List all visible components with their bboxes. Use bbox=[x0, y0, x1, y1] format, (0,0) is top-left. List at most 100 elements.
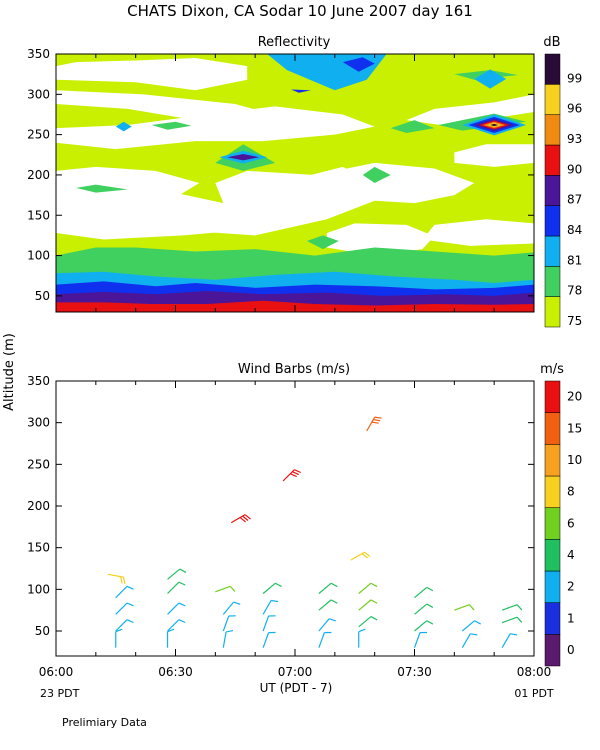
wind-ytick-label: 100 bbox=[27, 582, 50, 596]
wind-barb bbox=[350, 551, 371, 561]
wind-barb bbox=[167, 602, 186, 615]
wind-colorbar-label: 8 bbox=[567, 485, 575, 499]
refl-spot-81-small bbox=[115, 121, 132, 132]
refl-gap-region bbox=[195, 162, 475, 236]
wind-colorbar-label: 1 bbox=[567, 611, 575, 625]
reflectivity-title: Reflectivity bbox=[258, 35, 331, 50]
wind-barb bbox=[318, 631, 332, 648]
wind-ytick-label: 250 bbox=[27, 457, 50, 471]
refl-colorbar-swatch bbox=[544, 175, 561, 206]
wind-barb bbox=[414, 620, 434, 632]
refl-spot-87 bbox=[227, 153, 260, 161]
refl-hotspot-99 bbox=[490, 123, 499, 127]
y-axis-label: Altitude (m) bbox=[2, 333, 17, 411]
reflectivity-colorbar: 75 78 81 84 87 90 93 96 99 bbox=[544, 53, 582, 328]
wind-x-axis: 06:00 06:30 07:00 07:30 08:00 bbox=[39, 381, 552, 679]
refl-colorbar-swatch bbox=[544, 114, 561, 146]
wind-barb bbox=[318, 618, 337, 632]
wind-colorbar-swatch bbox=[544, 412, 561, 445]
footer-note: Prelimiary Data bbox=[62, 716, 147, 729]
refl-contour-78 bbox=[306, 235, 339, 250]
refl-colorbar-swatch bbox=[544, 235, 561, 267]
refl-colorbar-label: 99 bbox=[567, 71, 582, 85]
refl-colorbar-swatch bbox=[544, 84, 561, 115]
refl-contour-78 bbox=[362, 166, 391, 183]
wind-colorbar-swatch bbox=[544, 444, 561, 477]
wind-barb bbox=[115, 602, 134, 615]
x-axis-label: UT (PDT - 7) bbox=[260, 681, 333, 695]
refl-colorbar-label: 84 bbox=[567, 223, 582, 237]
wind-barb bbox=[501, 633, 518, 648]
refl-ytick-label: 300 bbox=[27, 87, 50, 101]
wind-xtick-label: 07:30 bbox=[397, 665, 432, 679]
wind-ytick-label: 150 bbox=[27, 541, 50, 555]
wind-barb bbox=[318, 582, 338, 594]
wind-colorbar-unit: m/s bbox=[540, 362, 564, 377]
reflectivity-colorbar-unit: dB bbox=[543, 35, 560, 50]
wind-barb bbox=[115, 628, 123, 648]
wind-barbs bbox=[107, 416, 523, 648]
refl-gap-region bbox=[295, 166, 367, 190]
wind-barb bbox=[501, 604, 523, 611]
refl-colorbar-label: 96 bbox=[567, 102, 582, 116]
refl-contour-78 bbox=[390, 120, 435, 134]
refl-colorbar-label: 87 bbox=[567, 193, 582, 207]
wind-xtick-label: 06:00 bbox=[39, 665, 74, 679]
refl-colorbar-label: 81 bbox=[567, 253, 582, 267]
wind-barb bbox=[262, 582, 282, 594]
wind-colorbar-swatch bbox=[544, 539, 561, 572]
refl-ytick-label: 250 bbox=[27, 128, 50, 142]
refl-plume-84 bbox=[342, 57, 375, 72]
reflectivity-x-axis bbox=[55, 54, 535, 312]
wind-barb bbox=[167, 568, 187, 580]
wind-plot-frame bbox=[55, 380, 535, 657]
wind-barb bbox=[358, 628, 366, 648]
refl-colorbar-swatch bbox=[544, 53, 561, 85]
wind-colorbar-swatch bbox=[544, 602, 561, 635]
wind-ytick-label: 300 bbox=[27, 416, 50, 430]
refl-colorbar-label: 93 bbox=[567, 132, 582, 146]
wind-xtick-label: 08:00 bbox=[517, 665, 552, 679]
refl-gap-region bbox=[56, 58, 248, 91]
wind-ytick-label: 50 bbox=[35, 624, 50, 638]
x-right-note: 01 PDT bbox=[514, 687, 554, 700]
wind-barb bbox=[115, 619, 134, 632]
wind-barb bbox=[166, 628, 175, 648]
wind-barb bbox=[413, 631, 427, 648]
refl-contour-78 bbox=[75, 184, 128, 193]
refl-ytick-label: 100 bbox=[27, 249, 50, 263]
wind-colorbar-label: 6 bbox=[567, 516, 575, 530]
wind-barb bbox=[358, 616, 378, 628]
figure-title: CHATS Dixon, CA Sodar 10 June 2007 day 1… bbox=[127, 2, 473, 20]
wind-colorbar-swatch bbox=[544, 634, 561, 667]
refl-spot-81-upper bbox=[474, 69, 507, 89]
wind-ytick-label: 350 bbox=[27, 374, 50, 388]
wind-colorbar-label: 0 bbox=[567, 643, 575, 657]
reflectivity-field bbox=[56, 54, 534, 312]
refl-gap-region bbox=[56, 106, 375, 150]
wind-barb bbox=[230, 514, 251, 524]
x-left-note: 23 PDT bbox=[40, 687, 80, 700]
wind-barb bbox=[222, 615, 236, 632]
refl-colorbar-label: 75 bbox=[567, 314, 582, 328]
wind-y-axis: 50 100 150 200 250 300 350 bbox=[27, 374, 534, 638]
wind-barb bbox=[167, 619, 186, 632]
refl-colorbar-swatch bbox=[544, 205, 561, 237]
wind-xtick-label: 07:00 bbox=[278, 665, 313, 679]
wind-barb bbox=[167, 581, 186, 594]
wind-barb bbox=[461, 620, 481, 632]
wind-barb bbox=[282, 469, 302, 482]
wind-barb bbox=[318, 599, 338, 611]
wind-barb bbox=[262, 599, 279, 615]
wind-colorbar-label: 20 bbox=[567, 390, 582, 404]
wind-colorbar-label: 10 bbox=[567, 453, 582, 467]
wind-barb bbox=[461, 633, 478, 648]
refl-ytick-label: 50 bbox=[35, 289, 50, 303]
refl-ytick-label: 350 bbox=[27, 47, 50, 61]
refl-colorbar-swatch bbox=[544, 296, 561, 328]
refl-ytick-label: 150 bbox=[27, 208, 50, 222]
wind-colorbar-label: 2 bbox=[567, 580, 575, 594]
